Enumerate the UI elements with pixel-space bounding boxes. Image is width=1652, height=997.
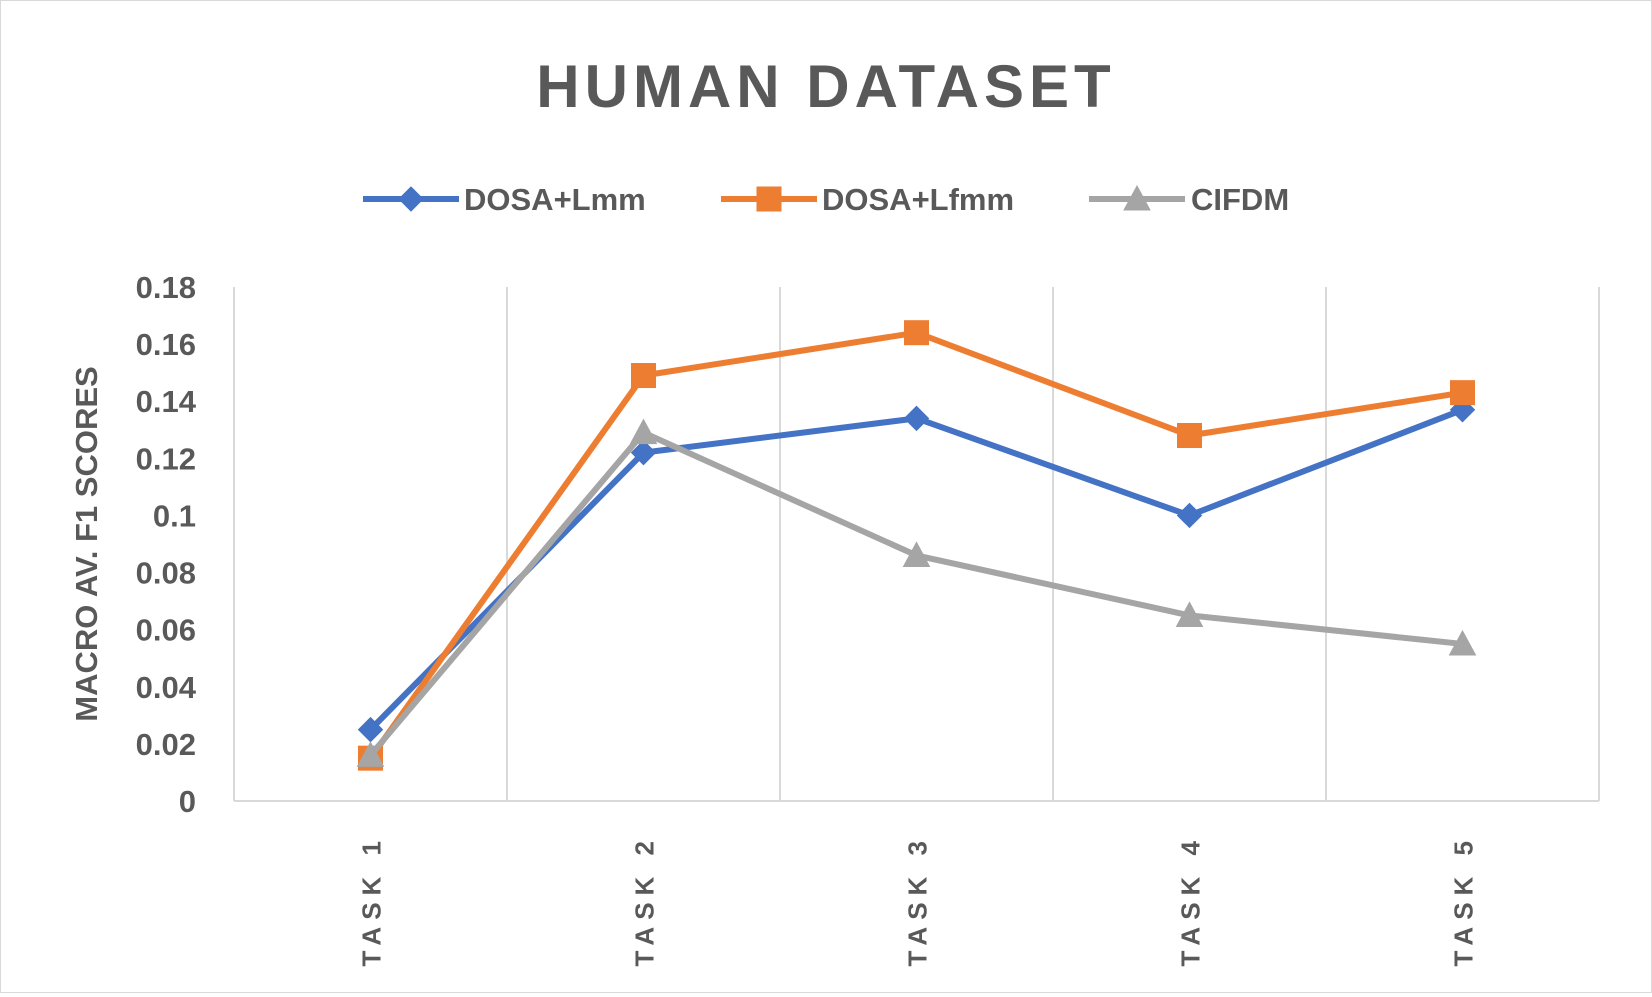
legend-label: DOSA+Lfmm xyxy=(822,182,1014,217)
data-point-square xyxy=(1450,380,1475,406)
data-point-square xyxy=(904,320,929,346)
data-point-square xyxy=(631,363,656,389)
x-tick-label: TASK 2 xyxy=(630,834,660,967)
series-CIFDM xyxy=(356,418,1477,767)
legend-label: CIFDM xyxy=(1191,182,1289,217)
legend-item: DOSA+Lfmm xyxy=(721,182,1014,217)
y-tick-label: 0.1 xyxy=(153,498,196,533)
data-point-diamond xyxy=(1176,502,1203,529)
legend-marker-diamond xyxy=(398,186,424,212)
data-point-triangle xyxy=(902,541,931,567)
legend-item: DOSA+Lmm xyxy=(363,182,646,217)
series-layer xyxy=(356,320,1477,771)
x-tick-label: TASK 5 xyxy=(1449,834,1479,967)
legend-label: DOSA+Lmm xyxy=(464,182,646,217)
legend-marker-square xyxy=(756,186,782,212)
x-tick-label: TASK 1 xyxy=(357,834,387,967)
series-line xyxy=(367,406,1466,733)
y-axis-title: MACRO AV. F1 SCORES xyxy=(69,366,104,721)
y-tick-label: 0 xyxy=(179,784,196,819)
data-point-triangle xyxy=(356,741,385,767)
data-point-diamond xyxy=(630,439,657,466)
data-point-square xyxy=(1177,422,1202,448)
y-tick-label: 0.04 xyxy=(136,670,197,705)
y-tick-label: 0.06 xyxy=(136,613,196,648)
y-tick-label: 0.18 xyxy=(136,270,196,305)
legend-item: CIFDM xyxy=(1089,182,1289,217)
chart-title: HUMAN DATASET xyxy=(536,53,1115,120)
data-point-triangle xyxy=(629,418,658,445)
y-tick-label: 0.12 xyxy=(136,441,196,476)
y-tick-label: 0.14 xyxy=(136,384,197,419)
data-point-triangle xyxy=(1175,601,1204,627)
legend: DOSA+Lmm DOSA+Lfmm CIFDM xyxy=(363,182,1289,217)
data-point-diamond xyxy=(903,405,930,432)
y-tick-label: 0.16 xyxy=(136,327,196,362)
x-axis-ticks: TASK 1 TASK 2 TASK 3 TASK 4 TASK 5 xyxy=(357,834,1479,967)
legend-marker-triangle xyxy=(1123,184,1151,211)
y-tick-label: 0.02 xyxy=(136,727,196,762)
x-tick-label: TASK 4 xyxy=(1176,834,1206,967)
gridlines xyxy=(233,287,1600,801)
data-point-triangle xyxy=(1448,629,1477,656)
series-line xyxy=(367,429,1466,759)
x-tick-label: TASK 3 xyxy=(903,834,933,967)
y-axis-ticks: 0 0.02 0.04 0.06 0.08 0.1 0.12 0.14 0.16 0.18 xyxy=(136,270,197,819)
y-tick-label: 0.08 xyxy=(136,556,196,591)
